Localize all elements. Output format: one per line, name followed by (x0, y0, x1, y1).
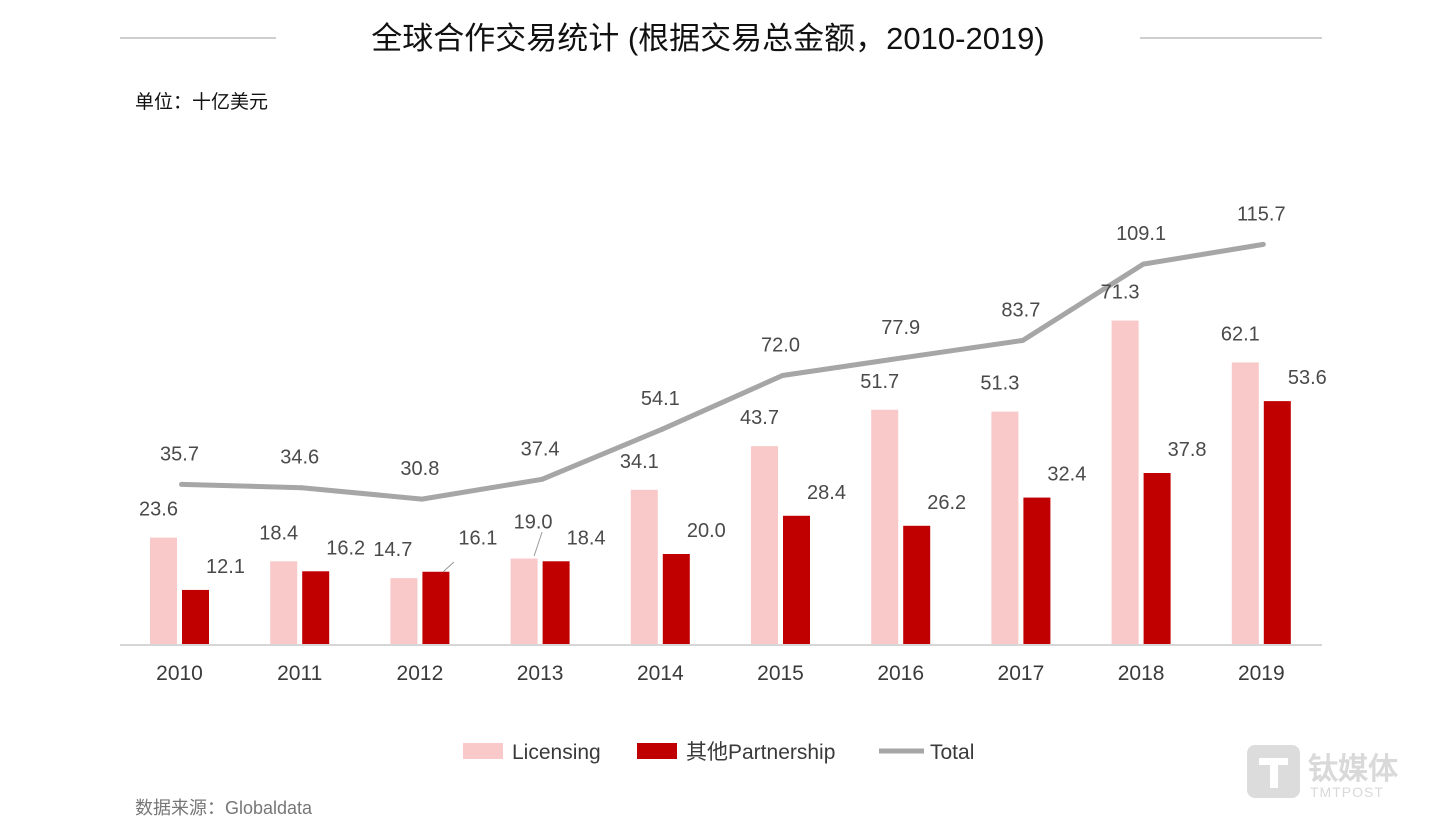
bar-partnership-2013 (542, 561, 570, 645)
bar-licensing-2014 (630, 489, 658, 645)
x-tick-2015: 2015 (757, 662, 804, 685)
bar-partnership-2011 (302, 571, 330, 645)
bar-licensing-2017 (991, 411, 1019, 645)
source-note: 数据来源：Globaldata (135, 798, 313, 818)
total-point-2014 (659, 426, 665, 432)
x-tick-2011: 2011 (277, 662, 322, 685)
bar-licensing-2015 (751, 446, 778, 645)
watermark-brand: 钛媒体 (1308, 753, 1399, 786)
data-label-total-2015: 72.0 (761, 335, 800, 357)
unit-label: 单位：十亿美元 (135, 91, 268, 113)
data-label-partnership-2010: 12.1 (206, 556, 245, 578)
bar-licensing-2010 (150, 537, 177, 645)
data-label-licensing-2015: 43.7 (740, 407, 779, 429)
data-label-partnership-2019: 53.6 (1288, 367, 1327, 389)
bar-partnership-2019 (1263, 401, 1291, 645)
data-label-licensing-2011: 18.4 (259, 522, 298, 544)
legend-label-licensing: Licensing (512, 741, 601, 764)
total-point-2017 (1020, 337, 1026, 343)
data-label-partnership-2012: 16.1 (458, 528, 497, 550)
data-label-partnership-2015: 28.4 (807, 482, 846, 504)
bar-partnership-2012 (422, 571, 450, 645)
total-point-2016 (900, 355, 906, 361)
bar-licensing-2013 (510, 558, 538, 645)
data-label-licensing-2014: 34.1 (620, 451, 659, 473)
data-label-total-2011: 34.6 (280, 447, 319, 469)
data-label-total-2017: 83.7 (1001, 299, 1040, 321)
bar-partnership-2018 (1143, 473, 1171, 645)
total-point-2013 (539, 476, 545, 482)
bar-licensing-2012 (390, 578, 418, 645)
data-label-partnership-2011: 16.2 (326, 537, 365, 559)
line-layer (179, 241, 1266, 502)
data-label-partnership-2016: 26.2 (927, 492, 966, 514)
data-label-layer: 23.6 12.1 18.4 16.2 14.7 16.1 19.0 18.4 34.1 20.0… (139, 203, 1327, 578)
data-label-total-2019: 115.7 (1237, 203, 1286, 225)
watermark-sub: TMTPOST (1310, 784, 1384, 800)
total-point-2011 (299, 485, 305, 491)
data-label-licensing-2016: 51.7 (860, 371, 899, 393)
total-point-2015 (780, 373, 785, 378)
leader-line-2013 (533, 531, 543, 557)
x-tick-2018: 2018 (1118, 662, 1165, 685)
x-tick-2012: 2012 (397, 662, 444, 685)
x-tick-2016: 2016 (877, 662, 924, 685)
bar-licensing-2019 (1231, 362, 1259, 645)
data-label-licensing-2010: 23.6 (139, 499, 178, 521)
data-label-partnership-2018: 37.8 (1168, 439, 1207, 461)
legend-swatch-licensing (463, 743, 503, 759)
data-label-total-2014: 54.1 (641, 388, 680, 410)
x-tick-2019: 2019 (1238, 662, 1285, 685)
x-tick-2010: 2010 (156, 662, 203, 685)
bar-layer (150, 320, 1291, 645)
data-label-total-2010: 35.7 (160, 443, 199, 465)
data-label-licensing-2018: 71.3 (1101, 282, 1140, 304)
chart-title: 全球合作交易统计 (根据交易总金额，2010-2019) (371, 21, 1045, 56)
data-label-licensing-2019: 62.1 (1221, 323, 1260, 345)
data-label-partnership-2017: 32.4 (1047, 464, 1086, 486)
bar-partnership-2015 (783, 515, 810, 645)
bar-licensing-2016 (871, 409, 899, 645)
data-label-total-2013: 37.4 (521, 438, 560, 460)
bar-partnership-2017 (1023, 497, 1051, 645)
total-point-2019 (1260, 241, 1266, 247)
x-tick-2013: 2013 (517, 662, 564, 685)
bar-licensing-2011 (270, 561, 298, 645)
x-axis-ticks: 2010 2011 2012 2013 2014 2015 2016 2017 2018 2019 (156, 662, 1285, 685)
x-tick-2017: 2017 (998, 662, 1045, 685)
total-point-2018 (1140, 261, 1146, 267)
legend-label-partnership: 其他Partnership (686, 741, 835, 764)
data-label-licensing-2017: 51.3 (980, 373, 1019, 395)
data-label-total-2016: 77.9 (881, 317, 920, 339)
data-label-partnership-2014: 20.0 (687, 520, 726, 542)
total-line (181, 241, 1264, 502)
tmtpost-logo-icon (1247, 745, 1300, 798)
data-label-licensing-2013: 19.0 (514, 512, 553, 534)
bar-licensing-2018 (1111, 320, 1139, 645)
legend: Licensing 其他Partnership Total (463, 741, 974, 764)
data-label-partnership-2013: 18.4 (567, 527, 606, 549)
bar-partnership-2014 (662, 554, 690, 645)
data-label-total-2012: 30.8 (400, 458, 439, 480)
total-point-2012 (419, 496, 425, 502)
legend-swatch-partnership (637, 743, 677, 759)
bar-partnership-2010 (182, 589, 209, 645)
total-point-2010 (179, 481, 184, 487)
x-tick-2014: 2014 (637, 662, 684, 685)
leader-line-2012 (442, 561, 455, 573)
data-label-total-2018: 109.1 (1116, 223, 1166, 245)
bar-partnership-2016 (903, 525, 931, 645)
data-label-licensing-2012: 14.7 (373, 539, 412, 561)
legend-label-total: Total (930, 741, 974, 764)
